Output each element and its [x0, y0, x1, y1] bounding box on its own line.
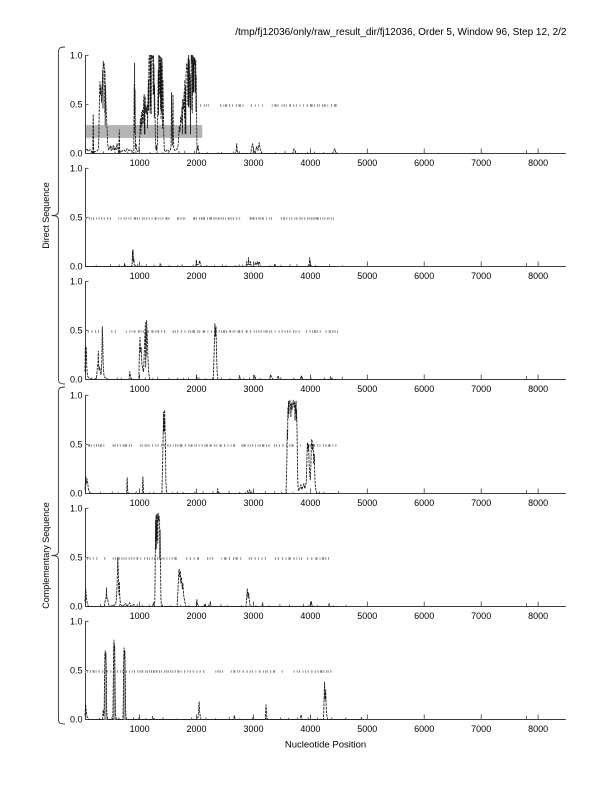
svg-text:8000: 8000: [528, 611, 548, 621]
svg-text:4000: 4000: [300, 724, 320, 734]
svg-text:1.0: 1.0: [70, 504, 83, 514]
svg-text:0.0: 0.0: [70, 602, 83, 612]
svg-text:7000: 7000: [471, 498, 491, 508]
svg-text:5000: 5000: [357, 158, 377, 168]
svg-text:5000: 5000: [357, 611, 377, 621]
svg-text:8000: 8000: [528, 158, 548, 168]
svg-text:1000: 1000: [130, 158, 150, 168]
svg-text:2000: 2000: [186, 498, 206, 508]
svg-text:1.0: 1.0: [70, 164, 83, 174]
svg-text:0.5: 0.5: [70, 666, 83, 676]
svg-text:7000: 7000: [471, 271, 491, 281]
svg-text:7000: 7000: [471, 611, 491, 621]
svg-text:5000: 5000: [357, 498, 377, 508]
svg-text:Nucleotide Position: Nucleotide Position: [285, 740, 366, 751]
svg-text:0.0: 0.0: [70, 489, 83, 499]
svg-text:0.0: 0.0: [70, 715, 83, 725]
svg-text:6000: 6000: [414, 158, 434, 168]
svg-text:0.5: 0.5: [70, 100, 83, 110]
svg-text:4000: 4000: [300, 498, 320, 508]
svg-text:2000: 2000: [186, 271, 206, 281]
svg-text:4000: 4000: [300, 611, 320, 621]
svg-text:5000: 5000: [357, 724, 377, 734]
svg-text:6000: 6000: [414, 611, 434, 621]
svg-text:0.0: 0.0: [70, 262, 83, 272]
svg-text:6000: 6000: [414, 498, 434, 508]
svg-text:4000: 4000: [300, 158, 320, 168]
svg-text:3000: 3000: [243, 611, 263, 621]
svg-text:1000: 1000: [130, 384, 150, 394]
svg-text:2000: 2000: [186, 384, 206, 394]
svg-text:2000: 2000: [186, 611, 206, 621]
svg-text:3000: 3000: [243, 498, 263, 508]
svg-text:3000: 3000: [243, 271, 263, 281]
svg-text:6000: 6000: [414, 724, 434, 734]
svg-text:/tmp/fj12036/only/raw_result_d: /tmp/fj12036/only/raw_result_dir/fj12036…: [235, 27, 567, 38]
svg-text:1.0: 1.0: [70, 391, 83, 401]
svg-text:5000: 5000: [357, 271, 377, 281]
svg-text:0.0: 0.0: [70, 375, 83, 385]
svg-text:5000: 5000: [357, 384, 377, 394]
svg-text:3000: 3000: [243, 724, 263, 734]
svg-text:Direct Sequence: Direct Sequence: [41, 182, 51, 249]
svg-text:2000: 2000: [186, 724, 206, 734]
svg-text:1.0: 1.0: [70, 51, 83, 61]
svg-text:0.5: 0.5: [70, 326, 83, 336]
svg-text:3000: 3000: [243, 384, 263, 394]
svg-text:8000: 8000: [528, 384, 548, 394]
svg-text:1000: 1000: [130, 271, 150, 281]
svg-text:7000: 7000: [471, 158, 491, 168]
svg-text:8000: 8000: [528, 271, 548, 281]
svg-text:0.5: 0.5: [70, 553, 83, 563]
svg-text:0.5: 0.5: [70, 440, 83, 450]
svg-text:3000: 3000: [243, 158, 263, 168]
svg-text:4000: 4000: [300, 384, 320, 394]
svg-text:1.0: 1.0: [70, 277, 83, 287]
svg-text:7000: 7000: [471, 384, 491, 394]
svg-text:4000: 4000: [300, 271, 320, 281]
svg-text:8000: 8000: [528, 498, 548, 508]
svg-text:6000: 6000: [414, 271, 434, 281]
svg-text:6000: 6000: [414, 384, 434, 394]
svg-text:0.5: 0.5: [70, 213, 83, 223]
svg-text:1.0: 1.0: [70, 617, 83, 627]
svg-text:Complementary Sequence: Complementary Sequence: [41, 502, 51, 609]
svg-text:1000: 1000: [130, 724, 150, 734]
svg-text:1000: 1000: [130, 498, 150, 508]
svg-text:7000: 7000: [471, 724, 491, 734]
svg-text:1000: 1000: [130, 611, 150, 621]
svg-text:2000: 2000: [186, 158, 206, 168]
svg-text:0.0: 0.0: [70, 149, 83, 159]
svg-text:8000: 8000: [528, 724, 548, 734]
